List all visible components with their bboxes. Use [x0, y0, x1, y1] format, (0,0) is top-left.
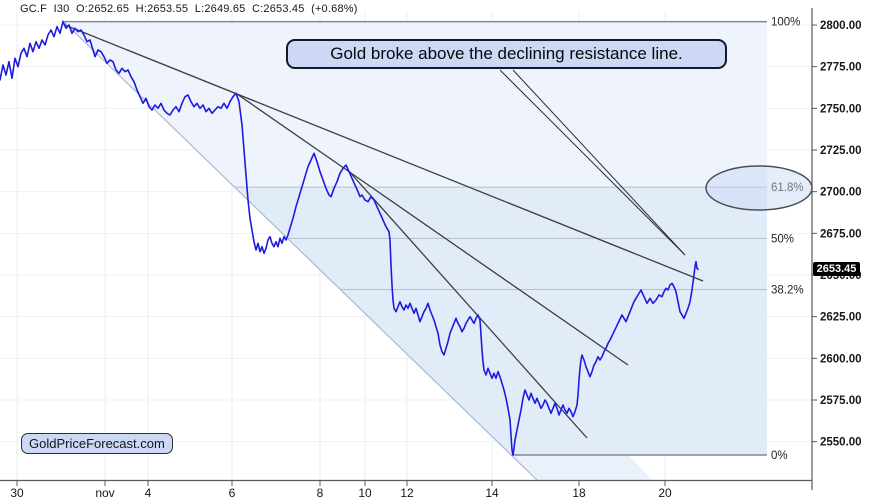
price-axis-label: 2700.00 — [820, 187, 862, 199]
price-line[interactable] — [0, 20, 699, 456]
trendline-channel-support[interactable] — [61, 19, 538, 481]
fib-label-0%: 0% — [771, 450, 788, 462]
fib-label-61.8%: 61.8% — [771, 182, 804, 194]
price-axis-label: 2800.00 — [820, 20, 862, 32]
time-axis-label: nov — [95, 486, 114, 500]
price-axis-label: 2575.00 — [820, 395, 862, 407]
fib-label-50%: 50% — [771, 233, 794, 245]
callout-tail-line — [512, 69, 686, 256]
annotation-text: Gold broke above the declining resistanc… — [330, 44, 683, 63]
time-axis-label: 14 — [485, 486, 499, 500]
time-axis-label: 4 — [145, 486, 152, 500]
time-axis-label: 10 — [358, 486, 372, 500]
ohlc-header: GC.F I30 O:2652.65 H:2653.55 L:2649.65 C… — [20, 3, 358, 15]
time-axis-label: 18 — [572, 486, 586, 500]
price-axis-label: 2550.00 — [820, 437, 862, 449]
watermark-text: GoldPriceForecast.com — [29, 436, 165, 451]
price-axis-label: 2675.00 — [820, 228, 862, 240]
price-axis-label: 2725.00 — [820, 145, 862, 157]
time-axis-label: 8 — [317, 486, 324, 500]
price-axis-label: 2750.00 — [820, 103, 862, 115]
time-axis-label: 12 — [400, 486, 414, 500]
trendline-resistance-fan-2[interactable] — [236, 93, 629, 366]
last-price-badge: 2653.45 — [813, 262, 860, 276]
price-axis-label: 2600.00 — [820, 353, 862, 365]
annotation-callout[interactable]: Gold broke above the declining resistanc… — [286, 39, 727, 69]
fib-label-100%: 100% — [771, 17, 800, 29]
time-axis-label: 30 — [10, 486, 24, 500]
price-axis-label: 2775.00 — [820, 62, 862, 74]
channel-wedge-fill — [511, 455, 652, 480]
trendline-resistance-main[interactable] — [64, 24, 704, 282]
trendline-resistance-fan-3[interactable] — [346, 168, 588, 439]
watermark-label: GoldPriceForecast.com — [21, 433, 173, 454]
price-axis-label: 2625.00 — [820, 312, 862, 324]
fib-label-38.2%: 38.2% — [771, 285, 804, 297]
time-axis-label: 6 — [229, 486, 236, 500]
fib-band-lower-fill — [234, 187, 767, 455]
highlight-ellipse[interactable] — [705, 165, 813, 211]
time-axis-label: 20 — [658, 486, 672, 500]
callout-tail-line — [499, 69, 686, 256]
